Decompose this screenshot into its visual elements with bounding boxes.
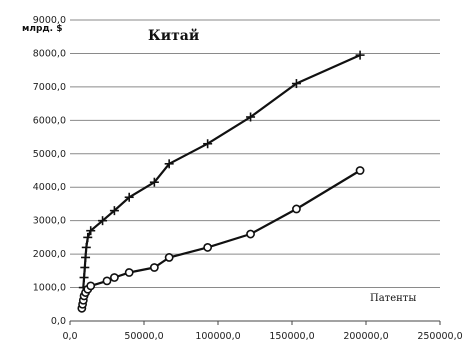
x-tick-label: 0,0: [62, 331, 77, 342]
series-circle: [77, 166, 365, 313]
y-tick-label: 7000,0: [33, 82, 66, 93]
data-point-circle: [164, 253, 174, 262]
data-point-plus: [98, 216, 108, 226]
y-tick-label: 4000,0: [33, 182, 66, 193]
data-point-circle: [110, 273, 119, 282]
x-axis-label: Патенты: [370, 293, 416, 304]
y-tick-label: 2000,0: [33, 249, 66, 260]
data-point-circle: [102, 276, 112, 286]
y-tick-label: 8000,0: [33, 48, 66, 59]
x-axis-ticks: 0,0 50000,0 100000,0 150000,0 200000,0 250000…: [62, 321, 463, 342]
series-plus: [78, 50, 365, 293]
data-point-plus: [83, 232, 93, 242]
x-tick-label: 250000,0: [417, 331, 462, 342]
data-point-plus: [291, 79, 301, 89]
data-point-plus: [86, 226, 96, 236]
y-tick-label: 0,0: [51, 316, 66, 327]
y-tick-label: 9000,0: [33, 15, 66, 26]
y-axis-ticks: 0,0 1000,0 2000,0 3000,0 4000,0 5000,0 6000,0 7…: [33, 15, 66, 327]
y-tick-label: 1000,0: [33, 283, 66, 294]
data-point-circle: [246, 229, 255, 239]
series-line: [82, 54, 361, 288]
data-point-circle: [292, 204, 301, 214]
y-tick-label: 3000,0: [33, 216, 66, 227]
gridlines: [70, 19, 440, 322]
data-point-plus: [80, 262, 90, 272]
x-tick-label: 150000,0: [269, 331, 314, 342]
series-layer: [77, 50, 365, 313]
data-point-plus: [164, 159, 174, 169]
x-tick-label: 200000,0: [343, 331, 388, 342]
data-point-circle: [203, 243, 213, 252]
data-point-plus: [79, 273, 89, 283]
data-point-plus: [246, 112, 256, 122]
x-tick-label: 50000,0: [124, 331, 163, 342]
data-point-plus: [81, 242, 91, 252]
y-axis-label: млрд. $: [22, 24, 62, 34]
data-point-circle: [149, 263, 159, 272]
data-point-circle: [124, 268, 134, 277]
chart-title: Китай: [148, 27, 199, 44]
data-point-plus: [203, 139, 213, 149]
data-point-plus: [149, 177, 159, 187]
y-tick-label: 6000,0: [33, 115, 66, 126]
data-point-plus: [81, 252, 91, 262]
data-point-plus: [109, 206, 119, 216]
y-tick-label: 5000,0: [33, 149, 66, 160]
x-tick-label: 100000,0: [195, 331, 240, 342]
data-point-plus: [124, 192, 134, 202]
data-point-circle: [86, 281, 96, 291]
data-point-plus: [355, 50, 365, 60]
data-point-circle: [355, 166, 365, 175]
